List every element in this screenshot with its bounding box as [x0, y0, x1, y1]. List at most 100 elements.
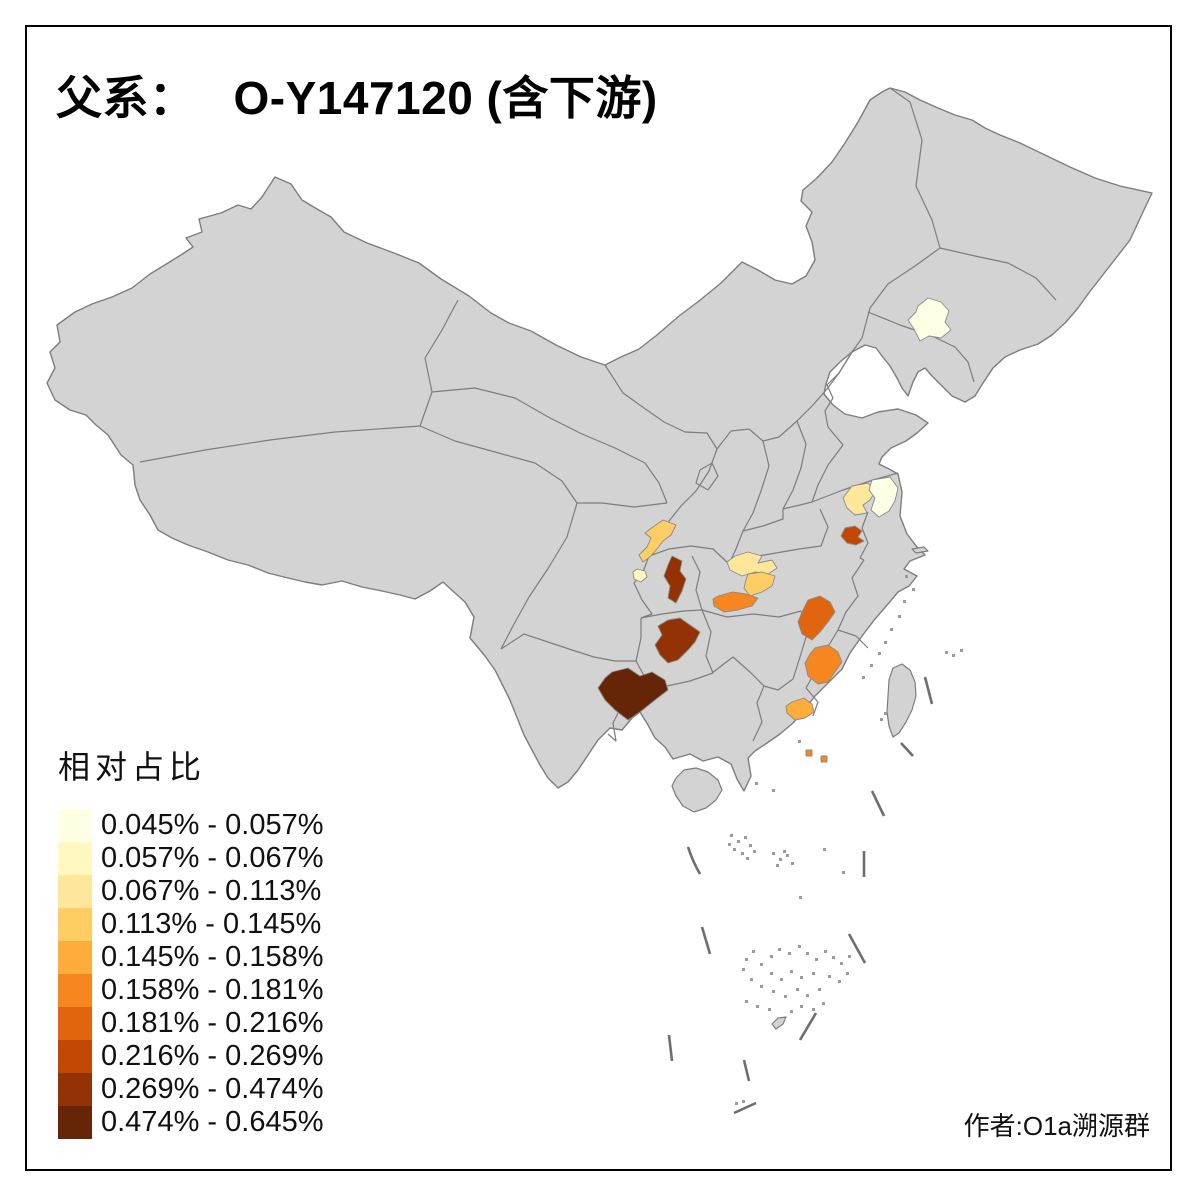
province-border-line	[711, 656, 765, 687]
legend-swatch	[58, 875, 92, 908]
province-border-line	[782, 420, 807, 510]
chongming-island	[911, 546, 929, 554]
taiwan-island	[886, 663, 917, 738]
legend-swatch	[58, 974, 92, 1007]
legend-swatch	[58, 941, 92, 974]
dash-segment	[923, 676, 934, 705]
nine-dash-line	[667, 676, 934, 1115]
title-prefix: 父系：	[56, 73, 196, 124]
legend-item: 0.216% - 0.269%	[58, 1040, 323, 1073]
region-east-guangdong	[785, 697, 815, 721]
region-north-guizhou	[654, 617, 701, 664]
dash-segment	[700, 926, 712, 955]
hainan-island	[671, 767, 723, 813]
legend-item-label: 0.057% - 0.067%	[101, 842, 324, 874]
page-title: 父系： O-Y147120 (含下游)	[56, 62, 658, 128]
legend-swatch	[58, 1106, 92, 1139]
legend-item: 0.113% - 0.145%	[58, 908, 323, 941]
legend-swatch	[58, 842, 92, 875]
legend-item-label: 0.145% - 0.158%	[101, 941, 324, 973]
dash-segment	[733, 1101, 757, 1115]
legend-item-label: 0.269% - 0.474%	[101, 1073, 324, 1105]
islands	[671, 546, 929, 1030]
legend-item-label: 0.474% - 0.645%	[101, 1106, 324, 1138]
region-west-jiangxi	[797, 595, 836, 641]
legend-item-label: 0.216% - 0.269%	[101, 1040, 324, 1072]
region-west-chongqing	[632, 568, 648, 583]
region-coastal-islet-b	[820, 755, 828, 763]
region-southeast-chongqing	[663, 555, 687, 604]
dash-segment	[847, 933, 867, 964]
province-border-line	[695, 462, 719, 491]
province-border-line	[431, 387, 668, 504]
province-border-line	[742, 440, 770, 532]
legend-swatch	[58, 809, 92, 842]
region-coastal-islet-a	[805, 749, 813, 757]
dash-segment	[742, 1059, 751, 1082]
dash-segment	[900, 742, 914, 757]
province-border-line	[742, 509, 784, 532]
province-border-line	[701, 609, 802, 618]
legend-swatch	[58, 908, 92, 941]
dash-segment	[667, 1034, 674, 1062]
province-border-line	[859, 511, 869, 561]
legend-swatch	[58, 1040, 92, 1073]
legend: 相对占比 0.045% - 0.057% 0.057% - 0.067% 0.0…	[58, 742, 323, 1139]
legend-swatch	[58, 1007, 92, 1040]
province-border-line	[419, 425, 578, 504]
province-border-line	[824, 351, 853, 446]
legend-item-label: 0.181% - 0.216%	[101, 1007, 324, 1039]
province-border-line	[648, 545, 730, 565]
region-southwest-hubei	[712, 591, 759, 613]
south-sea-island	[771, 1016, 787, 1030]
legend-title: 相对占比	[58, 749, 207, 785]
legend-swatch	[58, 1073, 92, 1106]
province-border-line	[763, 678, 794, 691]
province-border-line	[691, 555, 703, 611]
legend-item-label: 0.158% - 0.181%	[101, 974, 324, 1006]
province-border-line	[577, 502, 668, 508]
legend-item: 0.057% - 0.067%	[58, 842, 323, 875]
legend-item: 0.158% - 0.181%	[58, 974, 323, 1007]
legend-item: 0.181% - 0.216%	[58, 1007, 323, 1040]
legend-item: 0.145% - 0.158%	[58, 941, 323, 974]
legend-item-label: 0.113% - 0.145%	[101, 908, 322, 940]
province-border-line	[837, 629, 869, 649]
province-border-line	[716, 351, 853, 450]
province-border-line	[419, 299, 459, 427]
region-northeast-jilin	[907, 297, 952, 342]
province-border-line	[633, 555, 653, 619]
legend-item-label: 0.045% - 0.057%	[101, 809, 324, 841]
province-border-line	[811, 444, 844, 503]
dash-segment	[798, 1012, 818, 1041]
province-border-line	[139, 425, 421, 463]
province-border-line	[728, 508, 829, 565]
title-main: O-Y147120 (含下游)	[233, 72, 658, 124]
region-east-anhui	[840, 525, 865, 546]
province-borders	[139, 87, 1057, 742]
province-border-line	[604, 364, 718, 450]
province-border-line	[500, 502, 578, 650]
region-south-gansu	[638, 519, 677, 563]
legend-item: 0.269% - 0.474%	[58, 1073, 323, 1106]
province-border-line	[867, 311, 975, 383]
region-north-jiangsu-east	[868, 476, 899, 518]
highlighted-prefectures	[597, 297, 952, 763]
region-west-fujian	[804, 644, 843, 685]
legend-item: 0.045% - 0.057%	[58, 809, 323, 842]
region-west-hubei	[743, 571, 776, 597]
dash-segment	[870, 790, 886, 817]
province-border-line	[752, 685, 765, 742]
attribution-text: 作者:O1a溯源群	[963, 1111, 1150, 1141]
legend-item: 0.474% - 0.645%	[58, 1106, 323, 1139]
dash-segment	[686, 846, 702, 875]
province-border-line	[837, 559, 865, 631]
legend-item-label: 0.067% - 0.113%	[101, 875, 322, 907]
province-border-line	[500, 633, 636, 662]
region-northwest-hubei	[726, 551, 778, 577]
province-border-line	[782, 501, 813, 510]
province-border-line	[939, 247, 1057, 301]
region-southwest-guizhou	[597, 667, 669, 721]
